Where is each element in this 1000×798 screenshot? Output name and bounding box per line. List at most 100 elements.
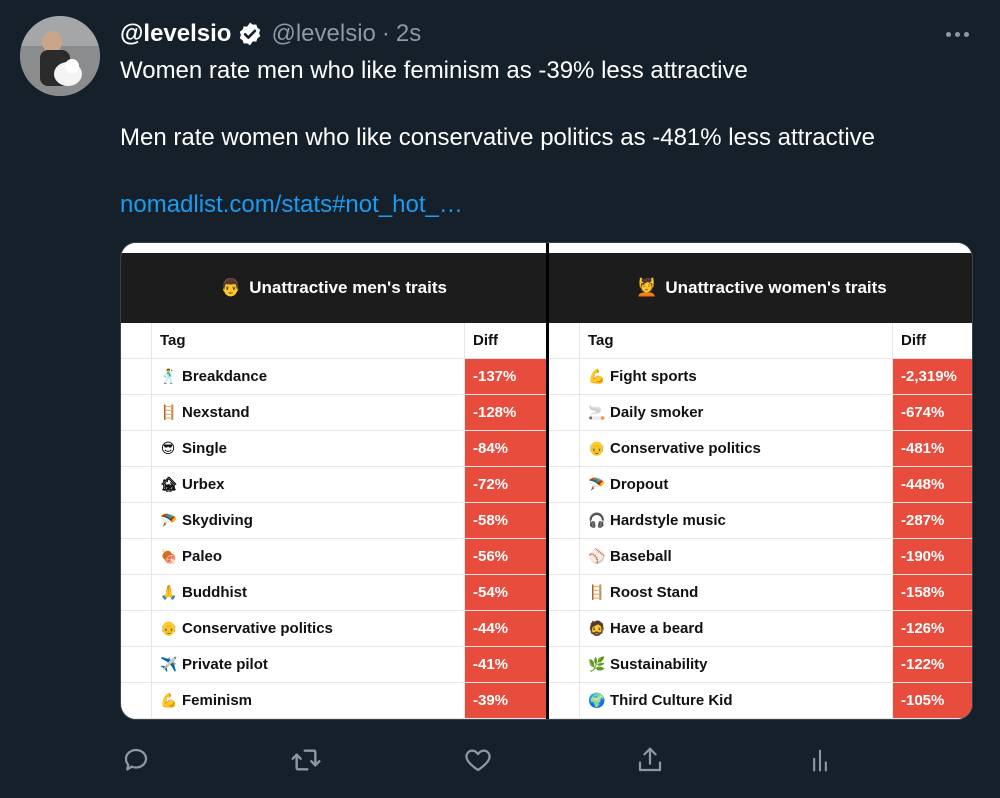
table-row: 🌿 Sustainability -122%	[549, 647, 972, 683]
trait-label: Buddhist	[182, 584, 247, 601]
avatar[interactable]	[20, 16, 100, 96]
tweet-actions	[120, 744, 827, 776]
trait-label: Single	[182, 440, 228, 457]
trait-cell: ⚾ Baseball	[579, 539, 892, 574]
table-row: 💪 Fight sports -2,319%	[549, 359, 972, 395]
trait-label: Have a beard	[610, 620, 704, 637]
table-row: 🪂 Dropout -448%	[549, 467, 972, 503]
diff-value: -72%	[464, 467, 546, 502]
trait-cell: ✈️ Private pilot	[151, 647, 464, 682]
trait-emoji-icon: 🙏	[160, 584, 178, 600]
diff-value: -2,319%	[892, 359, 972, 394]
women-traits-title: Unattractive women's traits	[665, 278, 887, 297]
table-row: 🪜 Nexstand -128%	[121, 395, 546, 431]
trait-cell: 🪂 Skydiving	[151, 503, 464, 538]
women-traits-header: 💆 Unattractive women's traits	[549, 253, 972, 323]
trait-cell: 👴 Conservative politics	[579, 431, 892, 466]
men-traits-panel: 👨 Unattractive men's traits Tag Diff 🕺 Brea…	[121, 243, 546, 719]
more-options-icon[interactable]	[942, 24, 972, 44]
trait-label: Roost Stand	[610, 584, 699, 601]
table-row: 🍖 Paleo -56%	[121, 539, 546, 575]
men-traits-header: 👨 Unattractive men's traits	[121, 253, 546, 323]
trait-label: Breakdance	[182, 368, 268, 385]
column-header-diff: Diff	[464, 323, 546, 358]
panel-top-strip	[121, 243, 546, 253]
table-row: ✈️ Private pilot -41%	[121, 647, 546, 683]
trait-label: Third Culture Kid	[610, 692, 733, 709]
display-name[interactable]: @levelsio	[120, 20, 232, 47]
men-traits-title: Unattractive men's traits	[249, 278, 447, 297]
trait-cell: 🚬 Daily smoker	[579, 395, 892, 430]
trait-emoji-icon: 🎧	[588, 512, 606, 528]
share-icon[interactable]	[634, 744, 666, 776]
trait-emoji-icon: ⚾	[588, 548, 606, 564]
separator-dot: ·	[381, 20, 390, 47]
trait-emoji-icon: 🪂	[160, 512, 178, 528]
tweet-header: @levelsio @levelsio · 2s	[120, 18, 421, 50]
trait-emoji-icon: 💪	[588, 368, 606, 384]
trait-emoji-icon: 👴	[588, 440, 606, 456]
trait-emoji-icon: 🌍	[588, 692, 606, 708]
trait-label: Baseball	[610, 548, 672, 565]
diff-value: -44%	[464, 611, 546, 646]
trait-cell: 🍖 Paleo	[151, 539, 464, 574]
trait-cell: 😎 Single	[151, 431, 464, 466]
diff-value: -122%	[892, 647, 972, 682]
trait-emoji-icon: 🌿	[588, 656, 606, 672]
trait-cell: 🪜 Roost Stand	[579, 575, 892, 610]
tweet-link[interactable]: nomadlist.com/stats#not_hot_…	[120, 191, 463, 218]
trait-label: Fight sports	[610, 368, 697, 385]
retweet-icon[interactable]	[290, 744, 322, 776]
diff-value: -39%	[464, 683, 546, 718]
analytics-icon[interactable]	[804, 744, 836, 776]
table-row: 🙏 Buddhist -54%	[121, 575, 546, 611]
diff-value: -41%	[464, 647, 546, 682]
table-row: 🕺 Breakdance -137%	[121, 359, 546, 395]
trait-cell: 💪 Feminism	[151, 683, 464, 718]
trait-cell: 🙏 Buddhist	[151, 575, 464, 610]
diff-value: -126%	[892, 611, 972, 646]
table-row: 🏚 Urbex -72%	[121, 467, 546, 503]
table-row: 🌍 Third Culture Kid -105%	[549, 683, 972, 719]
trait-emoji-icon: 🏚	[160, 476, 178, 492]
table-row: 💪 Feminism -39%	[121, 683, 546, 719]
column-header-diff: Diff	[892, 323, 972, 358]
table-row: 🚬 Daily smoker -674%	[549, 395, 972, 431]
diff-value: -287%	[892, 503, 972, 538]
trait-label: Skydiving	[182, 512, 253, 529]
trait-emoji-icon: 🚬	[588, 404, 606, 420]
tweet-media-image[interactable]: 👨 Unattractive men's traits Tag Diff 🕺 Brea…	[120, 242, 973, 720]
trait-emoji-icon: 🪜	[160, 404, 178, 420]
table-row: 🎧 Hardstyle music -287%	[549, 503, 972, 539]
tweet-text-line-2: Men rate women who like conservative pol…	[120, 124, 875, 151]
trait-cell: 🕺 Breakdance	[151, 359, 464, 394]
diff-value: -54%	[464, 575, 546, 610]
diff-value: -58%	[464, 503, 546, 538]
timestamp[interactable]: 2s	[395, 20, 422, 47]
trait-cell: 💪 Fight sports	[579, 359, 892, 394]
reply-icon[interactable]	[120, 744, 152, 776]
diff-value: -105%	[892, 683, 972, 718]
panel-top-strip	[549, 243, 972, 253]
trait-label: Urbex	[182, 476, 225, 493]
heart-icon[interactable]	[462, 744, 494, 776]
verified-badge-icon	[237, 21, 263, 47]
trait-emoji-icon: 🍖	[160, 548, 178, 564]
trait-emoji-icon: 👴	[160, 620, 178, 636]
trait-emoji-icon: 🕺	[160, 368, 178, 384]
column-header-tag: Tag	[151, 323, 464, 358]
trait-cell: 🪜 Nexstand	[151, 395, 464, 430]
handle[interactable]: @levelsio	[271, 20, 376, 47]
trait-label: Sustainability	[610, 656, 708, 673]
table-row: 🪂 Skydiving -58%	[121, 503, 546, 539]
trait-emoji-icon: 🪂	[588, 476, 606, 492]
trait-cell: 🌿 Sustainability	[579, 647, 892, 682]
table-row: ⚾ Baseball -190%	[549, 539, 972, 575]
table-row: 😎 Single -84%	[121, 431, 546, 467]
trait-cell: 🧔 Have a beard	[579, 611, 892, 646]
women-traits-panel: 💆 Unattractive women's traits Tag Diff 💪 Fi…	[549, 243, 972, 719]
trait-emoji-icon: 😎	[160, 440, 176, 456]
diff-value: -190%	[892, 539, 972, 574]
table-row: 🧔 Have a beard -126%	[549, 611, 972, 647]
column-header-tag: Tag	[579, 323, 892, 358]
